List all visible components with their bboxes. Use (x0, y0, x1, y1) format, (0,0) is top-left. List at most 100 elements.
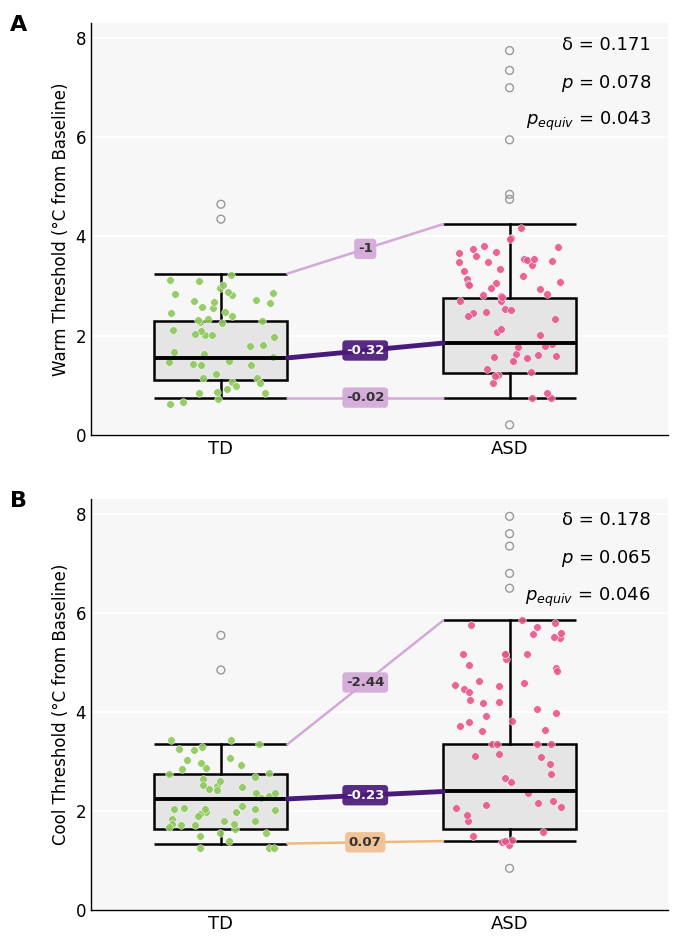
Point (510, 347, 521, 362)
Point (215, 662, 226, 677)
Point (496, 834, 507, 849)
Point (540, 338, 551, 353)
Point (251, 786, 262, 801)
Point (545, 756, 556, 771)
Point (490, 244, 501, 259)
Point (517, 269, 528, 284)
Point (490, 369, 501, 384)
Text: -0.32: -0.32 (346, 344, 384, 357)
Point (467, 306, 478, 321)
Point (230, 822, 241, 837)
Point (462, 813, 473, 828)
Point (504, 861, 515, 876)
Point (231, 805, 242, 820)
Point (458, 646, 469, 661)
Point (504, 43, 515, 58)
Text: -0.02: -0.02 (346, 391, 384, 404)
Point (494, 678, 505, 694)
Point (268, 286, 279, 301)
Point (462, 808, 473, 823)
Point (461, 271, 472, 286)
Point (164, 767, 175, 782)
Point (225, 268, 236, 283)
Point (208, 300, 219, 315)
Point (523, 785, 534, 800)
Point (486, 280, 497, 295)
Point (177, 394, 188, 409)
Point (227, 309, 238, 324)
Point (166, 732, 177, 748)
Point (464, 277, 475, 293)
Point (264, 840, 275, 855)
Point (199, 347, 210, 362)
Point (198, 370, 209, 386)
Point (547, 794, 558, 809)
Point (521, 350, 532, 365)
Point (189, 326, 200, 341)
Point (504, 566, 515, 581)
Point (505, 774, 516, 789)
Point (195, 806, 206, 821)
Point (165, 397, 176, 412)
Point (194, 385, 205, 400)
Point (214, 826, 225, 841)
Point (540, 722, 551, 737)
Point (556, 625, 566, 640)
Point (251, 293, 262, 308)
Text: A: A (10, 15, 27, 35)
Point (260, 386, 271, 401)
Point (218, 277, 229, 293)
Point (553, 239, 564, 255)
Point (201, 760, 212, 775)
Point (178, 800, 189, 815)
Point (555, 799, 566, 814)
Point (496, 288, 507, 303)
Point (516, 220, 527, 236)
Point (211, 783, 222, 798)
Point (187, 356, 198, 371)
Point (166, 816, 177, 831)
Point (516, 613, 527, 628)
Point (549, 312, 560, 327)
Point (250, 801, 261, 816)
Point (482, 255, 493, 270)
Point (206, 328, 217, 343)
Point (188, 294, 199, 309)
Point (532, 701, 543, 716)
Point (496, 289, 507, 304)
Point (165, 306, 176, 321)
Point (504, 192, 515, 207)
Point (210, 367, 221, 382)
Point (225, 750, 236, 766)
Point (175, 817, 186, 832)
Point (546, 736, 557, 751)
Point (499, 646, 510, 661)
Point (176, 761, 187, 776)
Point (168, 344, 179, 359)
Point (550, 660, 561, 675)
Point (190, 817, 201, 832)
Point (491, 736, 502, 751)
Text: 0.07: 0.07 (349, 836, 382, 848)
Point (493, 694, 504, 710)
Point (212, 385, 223, 400)
Point (449, 677, 460, 693)
Point (531, 736, 542, 751)
Point (230, 378, 241, 393)
Point (195, 756, 206, 771)
Point (464, 657, 475, 673)
Text: δ = 0.178: δ = 0.178 (562, 511, 651, 529)
Point (504, 417, 515, 432)
Point (527, 626, 538, 641)
Point (257, 314, 268, 329)
Y-axis label: Cool Threshold (°C from Baseline): Cool Threshold (°C from Baseline) (52, 564, 70, 846)
Point (532, 619, 543, 635)
Point (499, 770, 510, 786)
Point (465, 618, 476, 633)
Text: δ = 0.171: δ = 0.171 (562, 36, 651, 53)
Y-axis label: Warm Threshold (°C from Baseline): Warm Threshold (°C from Baseline) (52, 83, 70, 376)
Point (551, 663, 562, 678)
Point (167, 811, 178, 826)
Point (165, 273, 176, 288)
Point (200, 802, 211, 817)
